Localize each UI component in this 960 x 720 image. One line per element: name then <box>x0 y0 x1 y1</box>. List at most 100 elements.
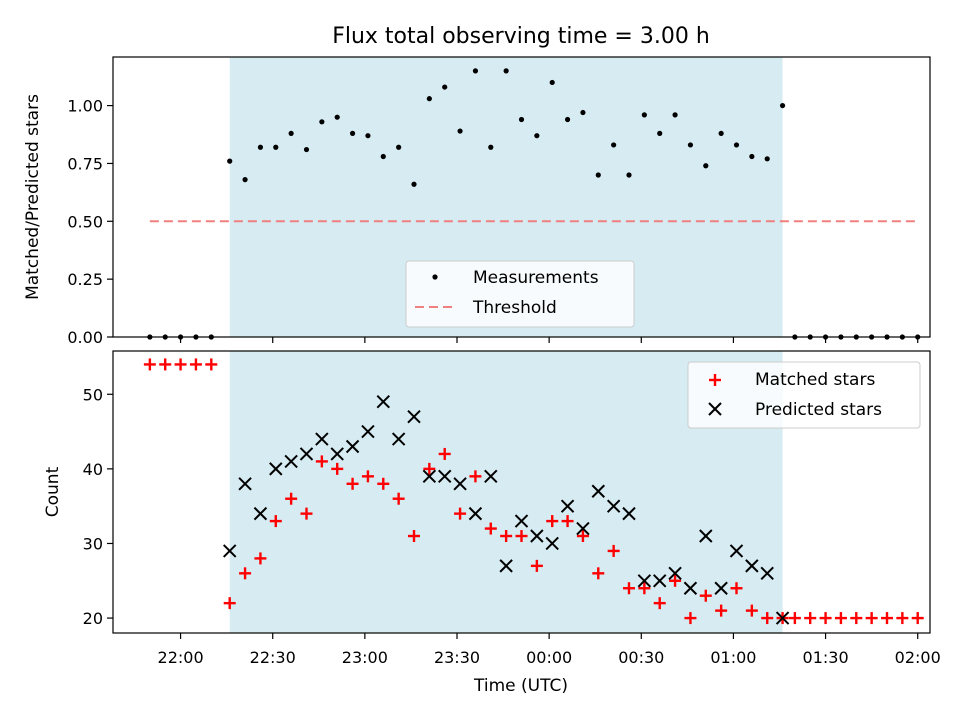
matched-star-point <box>315 455 328 468</box>
predicted-star-point <box>499 559 513 573</box>
matched-star-point <box>239 567 252 580</box>
bottom-x-tick-label: 22:00 <box>158 648 204 667</box>
measurement-point <box>380 153 386 160</box>
measurement-point <box>472 68 479 74</box>
bottom-y-axis-label: Count <box>43 466 63 517</box>
predicted-star-point <box>345 439 360 454</box>
matched-star-point <box>500 530 513 543</box>
measurement-point <box>657 130 663 136</box>
predicted-star-point <box>269 462 283 476</box>
predicted-star-point <box>376 395 390 409</box>
measurement-point <box>257 144 264 150</box>
matched-star-point <box>653 597 666 610</box>
bottom-x-tick-label: 00:30 <box>618 648 664 667</box>
measurement-point <box>365 133 371 139</box>
legend-matched-label: Matched stars <box>755 370 875 390</box>
measurement-point <box>611 142 617 148</box>
predicted-star-point <box>729 544 744 558</box>
measurement-point <box>518 116 525 123</box>
top-y-tick-label: 0.25 <box>67 270 103 289</box>
predicted-star-point <box>530 529 544 543</box>
measurement-point <box>779 102 786 109</box>
measurement-point <box>334 114 340 120</box>
predicted-star-point <box>299 447 314 461</box>
matched-star-point <box>684 612 697 625</box>
top-panel: 0.00 0.25 0.50 0.75 1.00 Matched/Predicted s… <box>23 56 931 347</box>
predicted-star-point <box>223 544 237 558</box>
measurement-point <box>641 112 647 118</box>
measurement-point <box>457 128 463 134</box>
top-y-tick-label: 0.50 <box>67 212 103 231</box>
measurement-point <box>396 144 402 150</box>
predicted-star-point <box>606 499 621 513</box>
measurement-point <box>442 84 448 90</box>
matched-star-point <box>819 612 832 625</box>
bottom-y-tick-label: 30 <box>83 534 103 553</box>
top-x-ticks <box>179 337 919 343</box>
measurement-point <box>718 130 724 136</box>
predicted-star-point <box>422 469 437 484</box>
predicted-star-point <box>683 581 698 595</box>
matched-star-point <box>469 470 482 483</box>
bottom-x-tick-label: 01:30 <box>803 648 849 667</box>
bottom-y-tick-label: 20 <box>83 609 103 628</box>
predicted-star-point <box>560 499 575 513</box>
predicted-star-point <box>468 506 483 521</box>
top-y-tick-label: 1.00 <box>67 97 103 116</box>
measurement-point <box>303 146 310 153</box>
legend-predicted-label: Predicted stars <box>755 400 882 420</box>
matched-star-point <box>730 582 743 595</box>
bottom-x-tick-label: 00:00 <box>526 648 572 667</box>
matched-star-point <box>484 522 497 535</box>
predicted-star-point <box>391 432 406 446</box>
predicted-star-point <box>438 469 452 484</box>
measurement-point <box>564 116 571 123</box>
matched-star-point <box>438 447 451 460</box>
measurement-point <box>687 142 694 148</box>
matched-star-point <box>530 559 543 572</box>
measurement-point <box>488 144 494 150</box>
matched-star-point <box>576 530 589 543</box>
top-y-axis-label: Matched/Predicted stars <box>23 94 43 300</box>
matched-star-point <box>761 612 774 625</box>
legend-matched-marker <box>709 374 721 386</box>
matched-star-point <box>561 515 574 528</box>
matched-star-point <box>300 507 313 520</box>
measurement-point <box>580 109 586 116</box>
matched-star-point <box>205 358 218 371</box>
matched-star-point <box>911 612 924 625</box>
measurement-point <box>549 79 555 86</box>
predicted-star-point <box>637 574 652 588</box>
bottom-x-tick-label: 23:00 <box>342 648 388 667</box>
legend-predicted-marker <box>708 402 722 416</box>
matched-star-point <box>331 462 344 475</box>
measurement-point <box>349 130 356 136</box>
x-axis-label: Time (UTC) <box>473 676 568 696</box>
matched-star-point <box>546 515 559 528</box>
matched-star-point <box>285 492 298 505</box>
matched-star-point <box>143 358 156 371</box>
measurement-point <box>411 181 417 187</box>
matched-star-point <box>669 574 682 587</box>
matched-star-point <box>804 612 817 625</box>
matched-star-point <box>392 492 405 505</box>
matched-star-point <box>638 582 651 595</box>
matched-star-point <box>881 612 893 625</box>
top-axes-frame <box>112 56 931 338</box>
bottom-y-tick-label: 50 <box>83 385 103 404</box>
matched-star-point <box>515 530 528 543</box>
measurement-point <box>534 133 540 139</box>
predicted-star-point <box>576 521 590 536</box>
legend-measurements-marker <box>432 274 438 280</box>
predicted-star-point <box>699 529 713 543</box>
predicted-star-point <box>238 477 252 491</box>
predicted-star-point <box>361 424 375 439</box>
bottom-legend: Matched stars Predicted stars <box>687 361 921 429</box>
predicted-star-point <box>668 566 682 581</box>
measurement-point <box>227 158 233 164</box>
bottom-x-ticks: 22:00 22:30 23:00 23:30 00:00 00:30 01:00 01:30… <box>158 633 941 667</box>
matched-stars-points <box>143 358 924 625</box>
matched-star-point <box>254 552 267 565</box>
predicted-star-point <box>330 447 344 461</box>
bottom-x-tick-label: 22:30 <box>250 648 296 667</box>
